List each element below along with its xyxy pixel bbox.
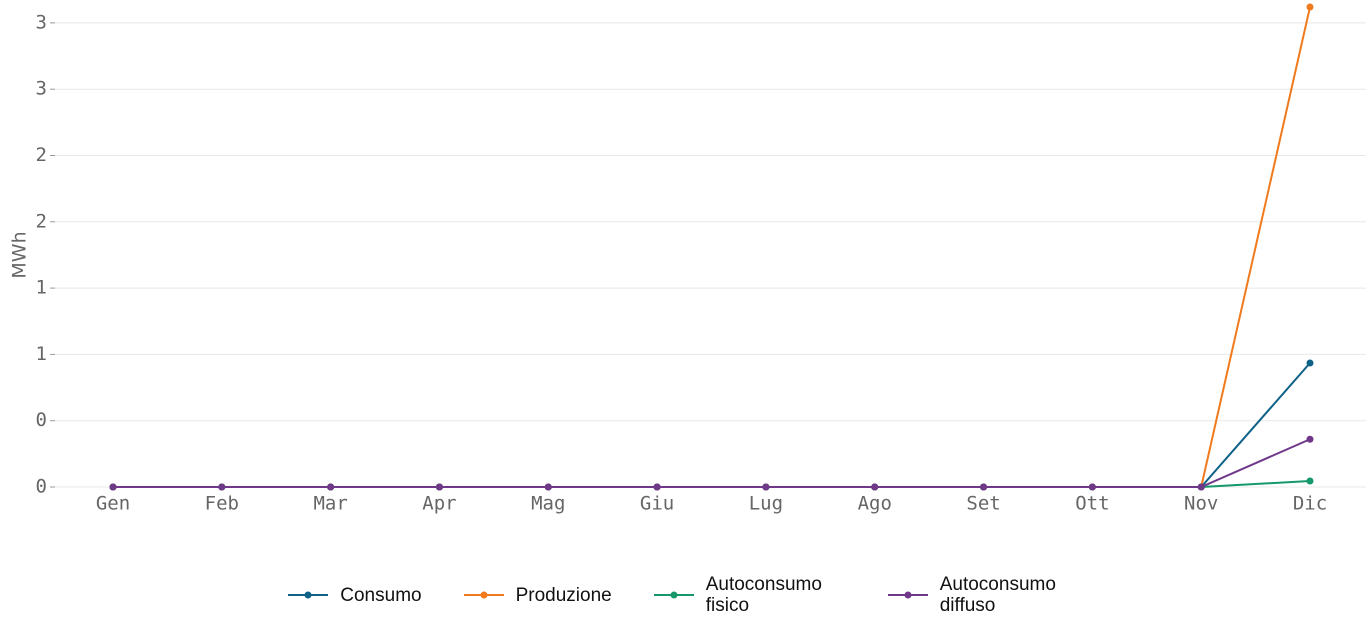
y-tick-label: 3 (36, 78, 47, 100)
point (1088, 483, 1096, 491)
x-tick-label: Mar (313, 493, 347, 515)
x-tick-label: Nov (1184, 493, 1218, 515)
legend-item[interactable]: Produzione (462, 585, 612, 606)
y-tick-label: 2 (36, 144, 47, 166)
legend-label: Consumo (340, 584, 422, 606)
legend-item[interactable]: Autoconsumo fisico (652, 574, 846, 616)
x-tick-label: Ago (858, 493, 892, 515)
point (762, 483, 770, 491)
x-tick-label: Apr (422, 493, 456, 515)
series-line (113, 362, 1311, 488)
legend-swatch (288, 591, 329, 599)
y-tick-label: 0 (36, 409, 47, 431)
x-tick-label: Lug (749, 493, 783, 515)
point (1306, 359, 1314, 367)
point (1306, 435, 1314, 443)
series-line (113, 438, 1311, 488)
legend-label: Autoconsumo fisico (705, 574, 822, 616)
point (327, 483, 335, 491)
series-line (113, 6, 1311, 488)
y-tick-label: 1 (36, 343, 47, 365)
legend-item[interactable]: Autoconsumo diffuso (886, 574, 1080, 616)
chart: MWh 0 0 1 1 2 2 3 3 Gen Feb Mar Apr Mag Giu Lug Ago Set O… (9, 3, 1366, 515)
x-tick-label: Set (966, 493, 1000, 515)
point (1197, 483, 1205, 491)
legend-swatch (887, 591, 928, 599)
x-tick-label: Mag (531, 493, 565, 515)
y-axis-label: MWh (9, 231, 31, 278)
legend-label: Produzione (515, 584, 612, 606)
legend: Consumo Produzione Autoconsumo fisico Autoc… (0, 574, 1366, 616)
y-tick-label: 2 (36, 210, 47, 232)
legend-swatch (653, 591, 694, 599)
y-tick-label: 1 (36, 277, 47, 299)
point (109, 483, 117, 491)
legend-label: Autoconsumo diffuso (939, 574, 1056, 616)
legend-swatch (463, 591, 504, 599)
point (1306, 3, 1314, 11)
point (435, 483, 443, 491)
x-tick-label: Gen (96, 493, 130, 515)
legend-item[interactable]: Consumo (286, 584, 422, 606)
x-tick-label: Dic (1293, 493, 1327, 515)
y-tick-label: 3 (36, 11, 47, 33)
point (544, 483, 552, 491)
y-tick-label: 0 (36, 476, 47, 498)
x-tick-label: Feb (205, 493, 239, 515)
point (1306, 477, 1314, 485)
x-tick-label: Giu (640, 493, 674, 515)
point (653, 483, 661, 491)
x-tick-label: Ott (1075, 493, 1109, 515)
point (218, 483, 226, 491)
point (871, 483, 879, 491)
point (980, 483, 988, 491)
